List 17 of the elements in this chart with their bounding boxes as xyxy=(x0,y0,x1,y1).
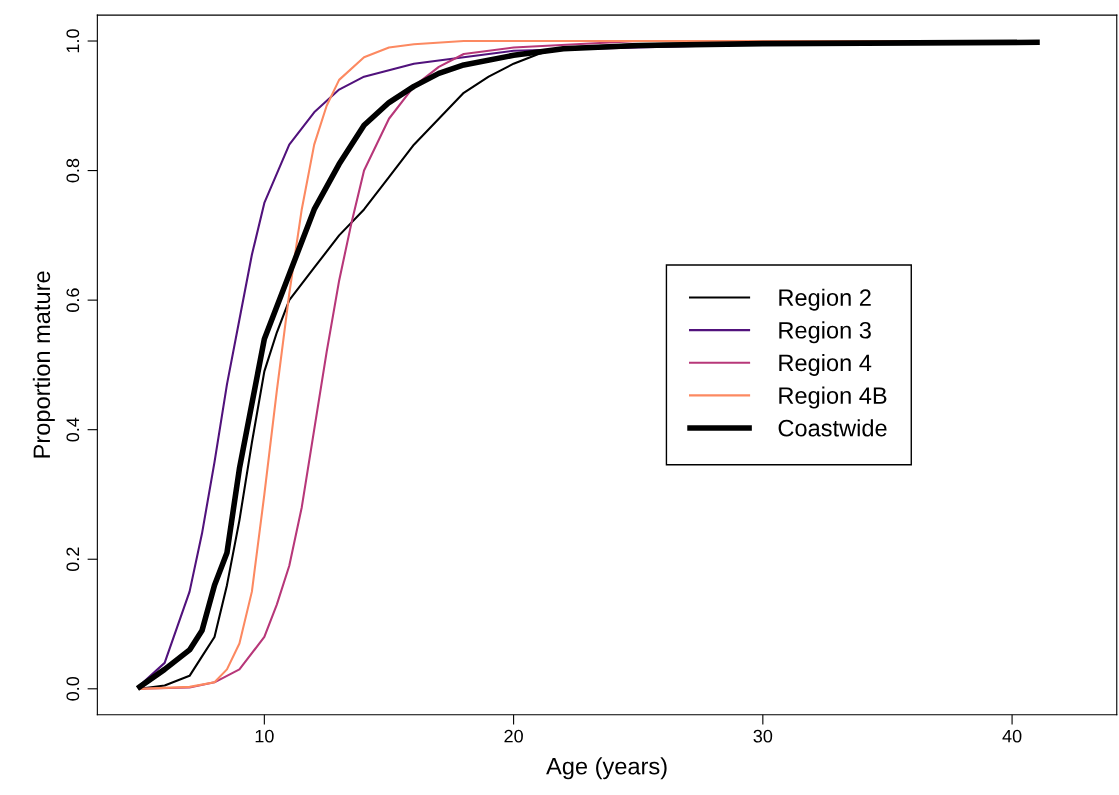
y-tick-label: 0.6 xyxy=(66,288,80,312)
y-tick-label: 1.0 xyxy=(66,29,80,53)
y-axis-title: Proportion mature xyxy=(32,271,55,458)
y-tick-label: 0.2 xyxy=(66,547,80,572)
y-tick-label: 0.4 xyxy=(66,417,80,442)
x-axis-title: Age (years) xyxy=(546,757,667,780)
x-tick-label: 30 xyxy=(753,729,773,743)
legend-label: Region 4B xyxy=(779,386,887,409)
legend-label: Region 4 xyxy=(779,353,872,376)
x-tick-label: 40 xyxy=(1002,729,1022,743)
y-tick-label: 0.8 xyxy=(66,158,80,183)
x-tick-label: 10 xyxy=(255,729,274,743)
legend-label: Region 2 xyxy=(779,288,871,311)
legend-label: Coastwide xyxy=(778,419,887,437)
x-tick-label: 20 xyxy=(504,729,523,743)
legend-label: Region 3 xyxy=(779,321,871,344)
y-tick-label: 0.0 xyxy=(66,676,80,701)
